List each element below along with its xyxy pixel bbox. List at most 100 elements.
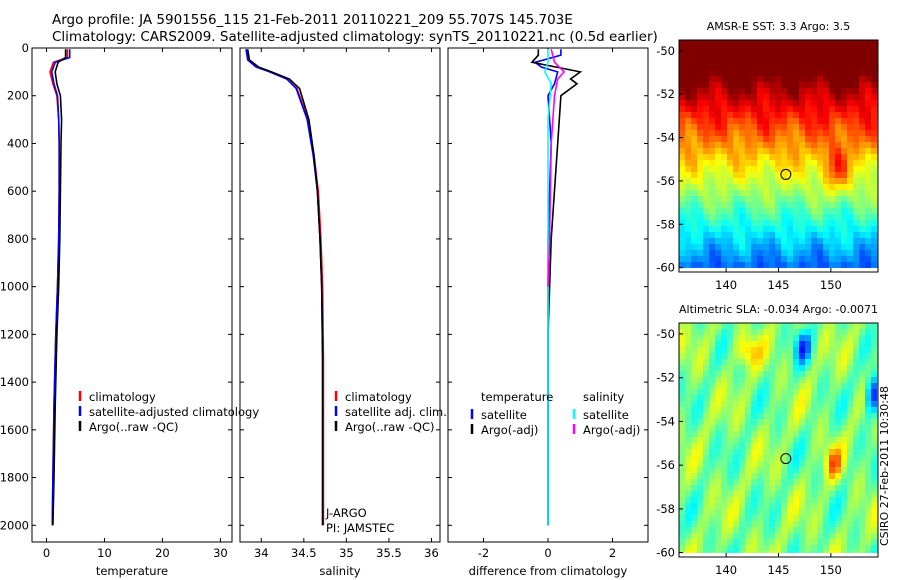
sla-map-cell — [799, 371, 806, 378]
sst-map-cell — [739, 76, 746, 83]
sst-map-cell — [745, 118, 752, 125]
sla-map-cell — [751, 491, 758, 498]
sla-map-cell — [865, 545, 872, 552]
sla-map-cell — [775, 359, 782, 366]
sst-map-cell — [763, 82, 770, 89]
sla-map-cell — [739, 545, 746, 552]
sst-map-cell — [871, 106, 878, 113]
sla-map-cell — [793, 521, 800, 528]
sst-map-cell — [799, 76, 806, 83]
sst-map-cell — [829, 166, 836, 173]
sst-map-cell — [775, 154, 782, 161]
sst-map-cell — [757, 70, 764, 77]
sst-map-cell — [703, 94, 710, 101]
sla-map-cell — [691, 473, 698, 480]
sla-map-cell — [745, 353, 752, 360]
sla-map-cell — [679, 521, 686, 528]
sla-map-cell — [847, 485, 854, 492]
sst-map-cell — [799, 178, 806, 185]
sla-map-cell — [709, 503, 716, 510]
sla-map-cell — [829, 503, 836, 510]
sst-map-cell — [709, 214, 716, 221]
sla-map-cell — [697, 431, 704, 438]
sst-map-cell — [721, 64, 728, 71]
sst-map-cell — [793, 40, 800, 47]
sla-map-cell — [679, 461, 686, 468]
sla-map-cell — [823, 365, 830, 372]
sst-map-cell — [685, 256, 692, 263]
sst-map-cell — [829, 172, 836, 179]
sla-map-cell — [835, 383, 842, 390]
sst-map-cell — [721, 52, 728, 59]
sst-map-cell — [679, 142, 686, 149]
sla-map-cell — [715, 347, 722, 354]
sst-map-cell — [841, 244, 848, 251]
sst-map-cell — [787, 94, 794, 101]
sst-map-cell — [733, 94, 740, 101]
sla-map-cell — [751, 431, 758, 438]
sst-map-cell — [865, 190, 872, 197]
sst-map-cell — [769, 244, 776, 251]
sst-map-cell — [685, 40, 692, 47]
sla-map-cell — [685, 371, 692, 378]
sla-map-cell — [865, 467, 872, 474]
sst-map-cell — [799, 112, 806, 119]
sst-map-cell — [751, 100, 758, 107]
sst-map-cell — [697, 166, 704, 173]
sla-map-cell — [709, 521, 716, 528]
sst-map-cell — [799, 136, 806, 143]
sst-map-cell — [817, 160, 824, 167]
sst-map-cell — [775, 160, 782, 167]
sla-map-cell — [697, 347, 704, 354]
sst-map-cell — [703, 172, 710, 179]
sla-map-cell — [685, 377, 692, 384]
sla-map-cell — [697, 365, 704, 372]
sla-map-cell — [871, 497, 878, 504]
sst-map-cell — [781, 166, 788, 173]
sst-map-cell — [853, 40, 860, 47]
sla-map-cell — [859, 353, 866, 360]
sla-map-cell — [835, 509, 842, 516]
sst-map-cell — [709, 46, 716, 53]
sst-map-cell — [709, 226, 716, 233]
sla-map-cell — [865, 359, 872, 366]
sst-map-title: AMSR-E SST: 3.3 Argo: 3.5 — [707, 20, 851, 33]
sla-map-cell — [715, 497, 722, 504]
sst-map-cell — [823, 130, 830, 137]
sla-map-cell — [757, 389, 764, 396]
sst-map-cell — [835, 118, 842, 125]
sla-map-cell — [697, 341, 704, 348]
sst-map-cell — [811, 76, 818, 83]
sla-map-cell — [763, 407, 770, 414]
sla-map-cell — [757, 419, 764, 426]
sla-map-cell — [763, 413, 770, 420]
sla-map-cell — [715, 395, 722, 402]
sst-map-cell — [781, 202, 788, 209]
sla-map-cell — [775, 521, 782, 528]
sla-map-cell — [859, 467, 866, 474]
sst-map-cell — [685, 220, 692, 227]
sla-map-cell — [793, 413, 800, 420]
sst-map-cell — [817, 214, 824, 221]
sla-map-cell — [691, 359, 698, 366]
sst-map-cell — [847, 124, 854, 131]
sla-map-cell — [847, 341, 854, 348]
sla-map-cell — [835, 377, 842, 384]
sst-map-cell — [751, 82, 758, 89]
sst-map-cell — [727, 226, 734, 233]
sst-map-ytick-label: -52 — [656, 87, 675, 101]
sla-map-cell — [703, 437, 710, 444]
sst-map-cell — [745, 220, 752, 227]
sla-map-cell — [805, 491, 812, 498]
sst-map-cell — [709, 256, 716, 263]
sst-map-cell — [685, 76, 692, 83]
sla-map-cell — [727, 509, 734, 516]
sla-map-cell — [817, 461, 824, 468]
sla-map-cell — [793, 527, 800, 534]
sla-map-cell — [685, 461, 692, 468]
sst-map-cell — [715, 208, 722, 215]
sst-map-cell — [859, 166, 866, 173]
sla-map-cell — [799, 407, 806, 414]
sla-map-cell — [691, 341, 698, 348]
sst-map-ytick-label: -56 — [656, 174, 675, 188]
